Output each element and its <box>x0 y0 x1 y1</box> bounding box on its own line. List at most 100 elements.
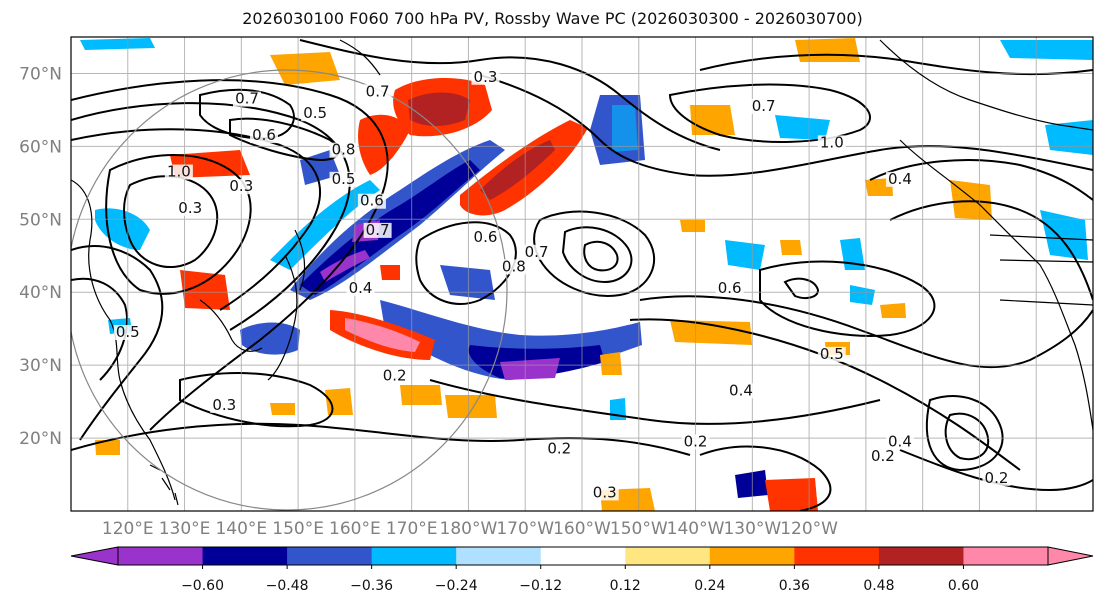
contour-label: 0.5 <box>332 170 356 188</box>
latitude-label: 70°N <box>19 64 62 84</box>
colorbar-extend-low <box>70 546 119 566</box>
colorbar-segment <box>709 547 795 565</box>
contour-label-bg <box>471 230 500 246</box>
colorbar-tick-label: −0.12 <box>519 578 562 594</box>
contour-label: 0.5 <box>116 323 140 341</box>
map-frame <box>70 36 1094 512</box>
latitude-label: 50°N <box>19 210 62 230</box>
longitude-label: 150°W <box>610 519 668 539</box>
contour-label: 0.8 <box>332 141 356 159</box>
contour-label: 0.6 <box>474 228 498 246</box>
contour-label: 0.7 <box>525 243 549 261</box>
colorbar-tick-label: −0.60 <box>181 578 224 594</box>
range-circle <box>71 69 508 511</box>
colorbar-segment <box>202 547 288 565</box>
latitude-label: 30°N <box>19 356 62 376</box>
contour-label-bg <box>363 84 392 100</box>
contour-label-bg <box>681 434 710 450</box>
colorbar-segment <box>540 547 626 565</box>
contour-label-bg <box>715 281 744 297</box>
colorbar-segment <box>371 547 457 565</box>
contour-label: 0.7 <box>235 90 259 108</box>
contour-label-bg <box>233 91 262 107</box>
contour-label-bg <box>301 106 330 122</box>
colorbar-segment <box>794 547 880 565</box>
contour-label-bg <box>227 179 256 195</box>
contour-label: 0.4 <box>888 432 912 450</box>
longitude-label: 120°E <box>102 519 154 539</box>
contour-label-bg <box>817 135 846 151</box>
contour-label: 0.3 <box>229 177 253 195</box>
contour-label-bg <box>590 485 619 501</box>
contour-label: 0.3 <box>212 396 236 414</box>
coastlines <box>71 39 1093 506</box>
colorbar-tick-label: 0.48 <box>863 578 894 594</box>
longitude-label: 180°W <box>440 519 498 539</box>
contour-label: 0.7 <box>366 221 390 239</box>
colorbar-segment <box>878 547 964 565</box>
colorbar-tick-label: −0.48 <box>266 578 309 594</box>
contour-label-bg <box>499 259 528 275</box>
longitude-label: 160°E <box>329 519 381 539</box>
contour-label-bg <box>357 193 386 209</box>
colorbar-tick-label: 0.60 <box>948 578 979 594</box>
contour-label-bg <box>346 281 375 297</box>
longitude-label: 140°E <box>215 519 267 539</box>
colorbar-segment <box>456 547 542 565</box>
contour-label: 0.3 <box>593 483 617 501</box>
map-title: 2026030100 F060 700 hPa PV, Rossby Wave … <box>242 9 863 28</box>
colorbar-segment <box>963 547 1049 565</box>
contour-label: 0.4 <box>349 279 373 297</box>
colorbar-segment <box>118 547 204 565</box>
contour-label-bg <box>749 98 778 114</box>
contour-label: 0.5 <box>303 104 327 122</box>
contour-label-bg <box>885 434 914 450</box>
contour-label-bg <box>250 128 279 144</box>
colorbar-extend-high <box>1047 546 1094 566</box>
contour-label-bg <box>164 164 193 180</box>
longitude-label: 160°W <box>553 519 611 539</box>
colorbar-tick-label: −0.36 <box>350 578 393 594</box>
contour-label-bg <box>982 470 1011 486</box>
colorbar-ticks: −0.60 −0.48 −0.36 −0.24 −0.12 0.12 0.24 0.36 0.4… <box>181 565 979 594</box>
colorbar-frame <box>117 546 1049 566</box>
colorbar-segment <box>625 547 711 565</box>
contour-label: 0.4 <box>729 381 753 399</box>
contour-label: 0.3 <box>178 199 202 217</box>
contour-label: 0.4 <box>888 170 912 188</box>
contour-label-bg <box>471 69 500 85</box>
contour-label-bg <box>545 441 574 457</box>
latitude-labels: 70°N 60°N 50°N 40°N 30°N 20°N <box>19 64 62 449</box>
latitude-label: 40°N <box>19 283 62 303</box>
longitude-label: 130°E <box>159 519 211 539</box>
contour-label-bg <box>210 397 239 413</box>
contour-label: 0.6 <box>252 126 276 144</box>
contour-label: 0.7 <box>752 97 776 115</box>
contour-label: 0.3 <box>474 68 498 86</box>
contour-label-bg <box>726 383 755 399</box>
contour-label-bg <box>176 201 205 217</box>
colorbar-tick-label: 0.36 <box>779 578 810 594</box>
contour-label: 1.0 <box>167 163 191 181</box>
contour-label-bg <box>522 244 551 260</box>
contour-label-bg <box>868 448 897 464</box>
map-layer: 0.70.50.60.80.70.30.71.00.40.60.80.70.60… <box>71 37 1093 511</box>
colorbar-tick-label: −0.24 <box>435 578 478 594</box>
colorbar-segment <box>287 547 373 565</box>
contour-label: 0.7 <box>366 82 390 100</box>
longitude-label: 170°W <box>496 519 554 539</box>
contour-label-bg <box>885 171 914 187</box>
colorbar-tick-label: 0.24 <box>694 578 725 594</box>
latitude-label: 20°N <box>19 429 62 449</box>
contour-label: 0.2 <box>684 432 708 450</box>
contour-label: 0.2 <box>871 447 895 465</box>
contour-label-bg <box>380 368 409 384</box>
longitude-label: 140°W <box>667 519 725 539</box>
longitude-label: 120°W <box>780 519 838 539</box>
contour-label: 0.2 <box>985 469 1009 487</box>
latitude-label: 60°N <box>19 137 62 157</box>
contour-label: 1.0 <box>820 133 844 151</box>
contour-label-bg <box>329 171 358 187</box>
contour-label: 0.5 <box>820 345 844 363</box>
